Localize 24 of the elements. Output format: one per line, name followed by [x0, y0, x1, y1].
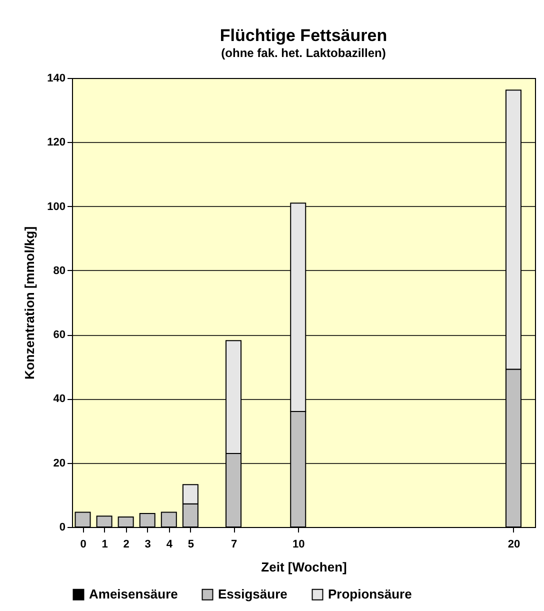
y-tick-label: 40 [53, 393, 66, 406]
y-tick-label: 20 [53, 457, 66, 470]
y-tick-label: 80 [53, 264, 66, 277]
x-tick-label: 20 [508, 538, 520, 550]
y-tick-label: 0 [59, 522, 66, 534]
chart-subtitle: (ohne fak. het. Laktobazillen) [221, 46, 386, 60]
x-tick-label: 4 [166, 538, 174, 550]
y-tick-label: 120 [47, 136, 66, 149]
x-tick-label: 3 [144, 538, 151, 550]
x-tick-label: 1 [102, 538, 108, 550]
x-tick-label: 5 [188, 538, 194, 550]
y-tick-label: 60 [53, 329, 66, 342]
legend-label: Propionsäure [328, 586, 412, 602]
x-axis-title: Zeit [Wochen] [261, 560, 347, 574]
y-tick-label: 140 [47, 72, 66, 84]
legend-label: Ameisensäure [89, 586, 178, 602]
x-tick-label: 7 [230, 538, 238, 550]
y-tick-label: 100 [47, 200, 66, 213]
y-axis-title: Konzentration [mmol/kg] [22, 226, 38, 380]
legend-label: Essigsäure [218, 586, 288, 602]
x-tick-label: 0 [80, 538, 86, 550]
x-tick-label: 10 [292, 538, 305, 550]
x-tick-label: 2 [123, 538, 130, 550]
chart-title: Flüchtige Fettsäuren [220, 26, 388, 45]
